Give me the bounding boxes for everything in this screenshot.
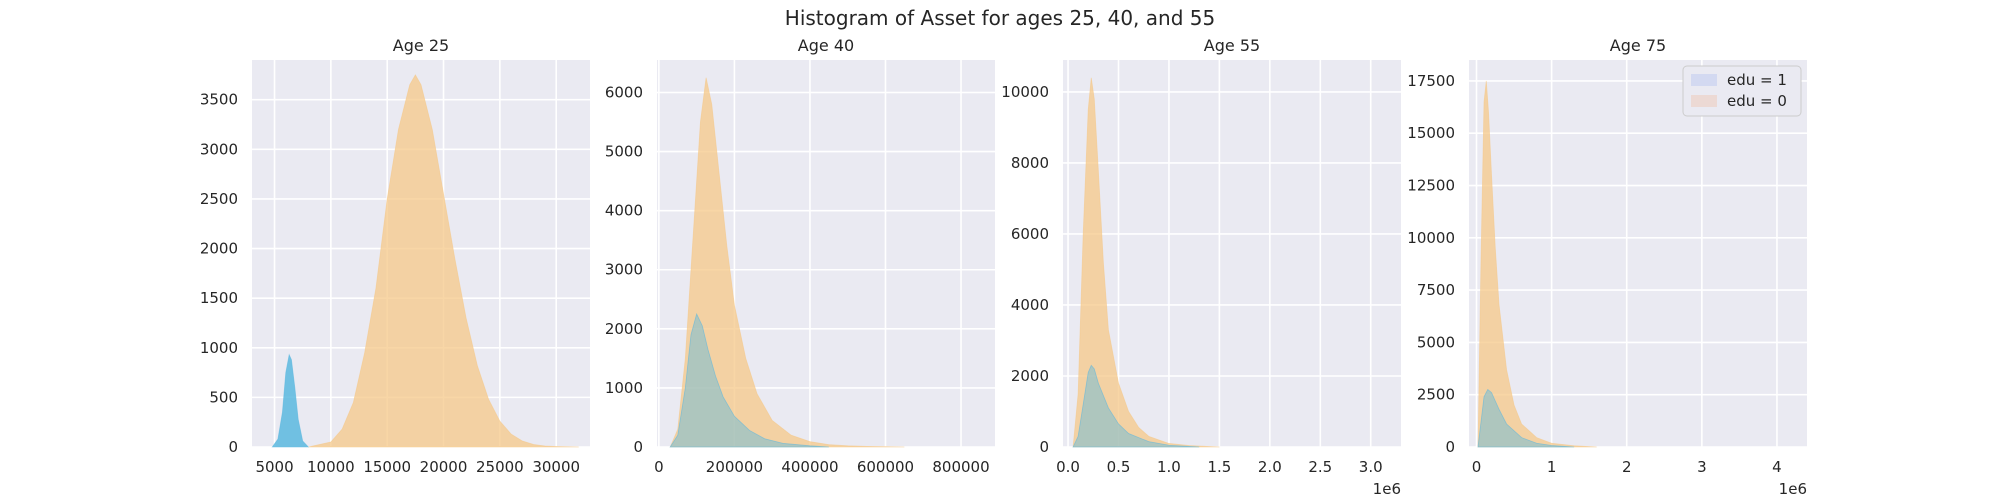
y-tick-label: 7500	[1417, 281, 1455, 299]
x-tick-label: 3.0	[1359, 458, 1383, 476]
y-tick-label: 2500	[1417, 386, 1455, 404]
figure-title: Histogram of Asset for ages 25, 40, and …	[784, 6, 1216, 30]
y-tick-label: 2000	[1011, 367, 1049, 385]
x-tick-label: 400000	[781, 458, 838, 476]
y-tick-label: 4000	[1011, 296, 1049, 314]
y-tick-label: 6000	[1011, 225, 1049, 243]
x-tick-label: 3	[1697, 458, 1707, 476]
x-tick-label: 800000	[932, 458, 989, 476]
y-tick-label: 3500	[200, 91, 238, 109]
y-tick-label: 17500	[1407, 72, 1455, 90]
subplot-title: Age 25	[393, 36, 449, 55]
legend: edu = 1 edu = 0	[1682, 65, 1802, 117]
subplot-title: Age 40	[798, 36, 854, 55]
x-tick-label: 0.0	[1056, 458, 1080, 476]
y-tick-label: 1000	[200, 339, 238, 357]
y-tick-label: 4000	[605, 202, 643, 220]
y-tick-label: 1500	[200, 289, 238, 307]
y-tick-label: 0	[633, 438, 643, 456]
histogram-series-edu0	[308, 74, 579, 448]
plot-area	[1469, 60, 1807, 447]
x-tick-label: 0	[1472, 458, 1482, 476]
y-tick-label: 500	[209, 388, 238, 406]
y-tick-label: 2000	[605, 320, 643, 338]
y-tick-label: 12500	[1407, 177, 1455, 195]
x-tick-label: 4	[1772, 458, 1782, 476]
y-tick-label: 6000	[605, 83, 643, 101]
legend-swatch	[1691, 95, 1717, 107]
x-tick-label: 5000	[255, 458, 293, 476]
x-tick-label: 20000	[420, 458, 468, 476]
legend-label: edu = 1	[1727, 71, 1787, 89]
x-tick-label: 10000	[307, 458, 355, 476]
x-tick-label: 2.5	[1308, 458, 1332, 476]
x-tick-label: 200000	[706, 458, 763, 476]
plot-area	[1063, 60, 1401, 447]
subplot-3: 0 2000 4000 6000 8000 10000 0.0 0.5 1.0 1.5 2.0 2.5…	[1001, 36, 1401, 498]
y-tick-label: 0	[1445, 438, 1455, 456]
y-tick-label: 0	[228, 438, 238, 456]
y-tick-label: 2500	[200, 190, 238, 208]
subplot-1: 0 500 1000 1500 2000 2500 3000 3500 5000 10000 150…	[200, 36, 590, 476]
x-tick-label: 15000	[363, 458, 411, 476]
subplot-title: Age 75	[1610, 36, 1666, 55]
legend-swatch	[1691, 74, 1717, 86]
y-tick-label: 2000	[200, 240, 238, 258]
histogram-series-edu1	[1477, 388, 1575, 448]
y-tick-label: 8000	[1011, 154, 1049, 172]
y-tick-label: 10000	[1001, 83, 1049, 101]
legend-label: edu = 0	[1727, 92, 1787, 110]
x-tick-label: 0	[654, 458, 664, 476]
histogram-series-edu0	[1477, 80, 1597, 448]
x-tick-label: 1.5	[1207, 458, 1231, 476]
x-tick-label: 25000	[476, 458, 524, 476]
y-tick-label: 5000	[605, 143, 643, 161]
y-tick-label: 0	[1039, 438, 1049, 456]
x-tick-label: 2.0	[1258, 458, 1282, 476]
x-offset-label: 1e6	[1779, 480, 1807, 498]
y-tick-label: 3000	[200, 140, 238, 158]
subplot-2: 0 1000 2000 3000 4000 5000 6000 0 200000 400000 60…	[605, 36, 995, 476]
x-offset-label: 1e6	[1373, 480, 1401, 498]
histogram-series-edu0	[669, 77, 905, 448]
x-tick-label: 600000	[857, 458, 914, 476]
x-tick-label: 30000	[532, 458, 580, 476]
histogram-series-edu0	[1072, 77, 1220, 448]
subplot-4: 0 2500 5000 7500 10000 12500 15000 17500 0 1 2 3 4 Ag…	[1407, 36, 1807, 498]
histogram-series-edu1	[1072, 364, 1200, 448]
y-tick-label: 1000	[605, 379, 643, 397]
y-tick-label: 10000	[1407, 229, 1455, 247]
histogram-series-edu1	[669, 312, 829, 448]
x-tick-label: 1	[1547, 458, 1557, 476]
x-tick-label: 1.0	[1157, 458, 1181, 476]
subplot-title: Age 55	[1204, 36, 1260, 55]
y-tick-label: 15000	[1407, 124, 1455, 142]
x-tick-label: 0.5	[1107, 458, 1131, 476]
y-tick-label: 3000	[605, 261, 643, 279]
x-tick-label: 2	[1622, 458, 1632, 476]
y-tick-label: 5000	[1417, 333, 1455, 351]
histogram-series-edu1	[271, 353, 310, 448]
